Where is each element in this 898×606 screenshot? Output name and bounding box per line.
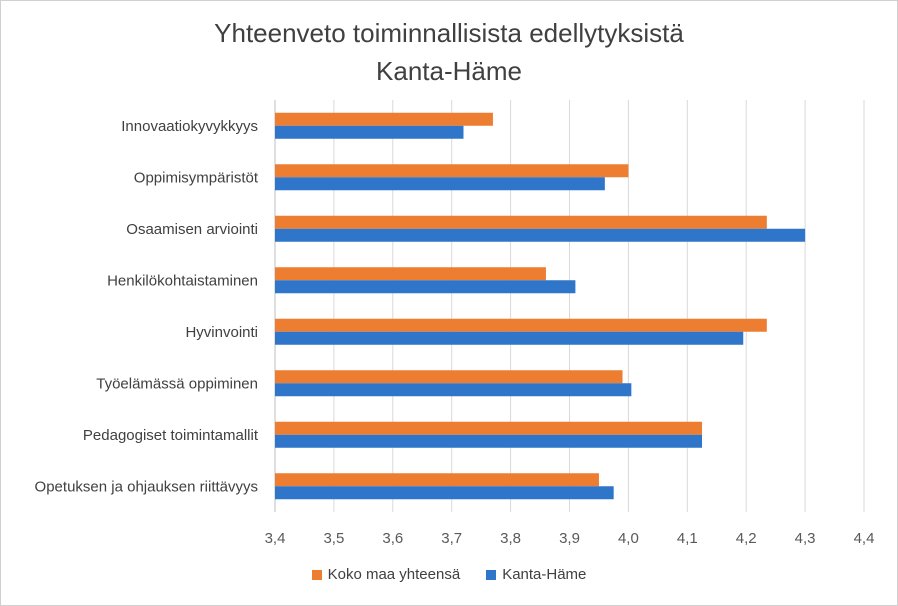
bar-kanta-hame (275, 486, 614, 500)
bar-koko-maa (275, 112, 493, 126)
x-tick-label: 3,4 (265, 530, 286, 547)
chart-title: Yhteenveto toiminnallisista edellytyksis… (214, 18, 684, 48)
legend-item-kanta-hame: Kanta-Häme (486, 566, 586, 583)
x-tick-label: 4,4 (854, 530, 875, 547)
x-tick-label: 3,7 (441, 530, 462, 547)
bar-koko-maa (275, 318, 767, 332)
bar-koko-maa (275, 473, 599, 487)
x-tick-label: 4,0 (618, 530, 639, 547)
bar-koko-maa (275, 370, 623, 384)
legend-swatch-koko-maa (311, 569, 322, 580)
legend-item-koko-maa: Koko maa yhteensä (311, 566, 461, 583)
bar-kanta-hame (275, 125, 464, 139)
category-label: Opetuksen ja ohjauksen riittävyys (35, 478, 258, 495)
x-tick-label: 3,9 (559, 530, 580, 547)
legend-swatch-kanta-hame (486, 569, 497, 580)
x-tick-label: 4,2 (736, 530, 757, 547)
category-label: Innovaatiokyvykkyys (121, 118, 258, 135)
bar-kanta-hame (275, 331, 744, 345)
category-label: Oppimisympäristöt (134, 169, 259, 186)
x-tick-label: 3,8 (500, 530, 521, 547)
category-label: Osaamisen arviointi (126, 221, 258, 238)
category-labels: Innovaatiokyvykkyys Oppimisympäristöt Osaa… (35, 118, 259, 496)
legend-label-kanta-hame: Kanta-Häme (502, 566, 587, 583)
bar-kanta-hame (275, 228, 806, 242)
bar-kanta-hame (275, 280, 576, 294)
legend-label-koko-maa: Koko maa yhteensä (327, 566, 461, 583)
category-label: Henkilökohtaistaminen (107, 272, 258, 289)
x-tick-label: 4,1 (677, 530, 698, 547)
bar-kanta-hame (275, 383, 632, 397)
x-tick-label: 3,5 (323, 530, 344, 547)
legend: Koko maa yhteensä Kanta-Häme (0, 566, 898, 583)
bar-koko-maa (275, 421, 703, 435)
chart-subtitle: Kanta-Häme (376, 56, 522, 86)
category-label: Työelämässä oppiminen (96, 375, 258, 392)
gridlines (274, 100, 865, 512)
bar-kanta-hame (275, 177, 605, 191)
bar-koko-maa (275, 164, 629, 178)
x-tick-labels: 3,4 3,5 3,6 3,7 3,8 3,9 4,0 4,1 4,2 4,3 4,4 (265, 530, 875, 547)
bar-koko-maa (275, 215, 767, 229)
category-label: Pedagogiset toimintamallit (83, 427, 259, 444)
x-tick-label: 3,6 (382, 530, 403, 547)
bars (275, 112, 806, 500)
bar-koko-maa (275, 267, 546, 281)
x-tick-label: 4,3 (795, 530, 816, 547)
bar-kanta-hame (275, 434, 703, 448)
category-label: Hyvinvointi (185, 324, 258, 341)
